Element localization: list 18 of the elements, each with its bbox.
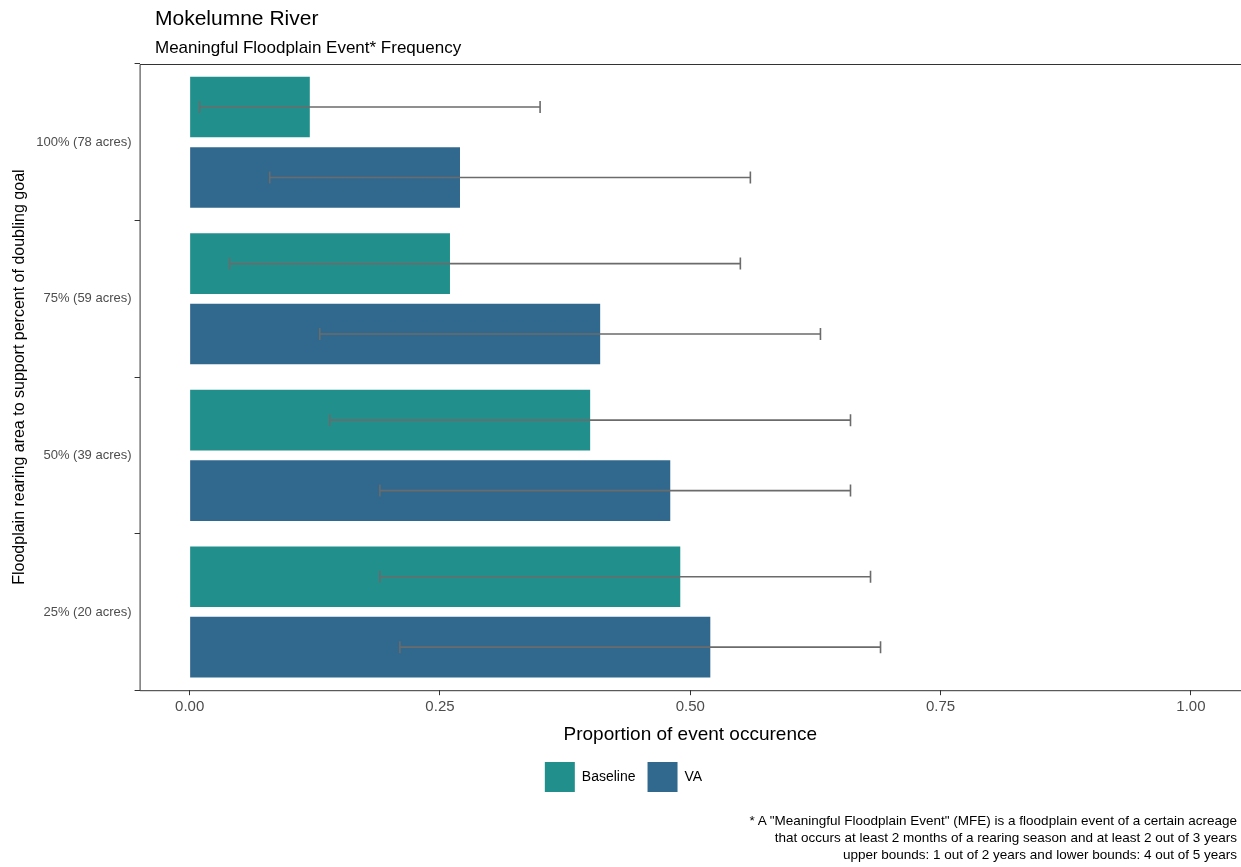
text: that occurs at least 2 months of a rearing season and at least 2 out of 3 years (773, 829, 1237, 846)
y-axis-title: Floodplain rearing area to support percent of doubling goal (10, 169, 28, 585)
y-tick-label: 100% (78 acres) (36, 133, 132, 149)
y-tick-label: 75% (59 acres) (43, 290, 132, 306)
x-tick-label: 0.50 (675, 697, 705, 715)
chart-title: Mokelumne River (155, 6, 319, 30)
x-tick-label: 0.25 (425, 697, 455, 715)
x-tick-label: 0.00 (175, 697, 205, 715)
legend-label: Baseline (581, 767, 636, 784)
x-tick-label: 1.00 (1176, 697, 1206, 715)
y-tick-label: 50% (39 acres) (43, 446, 132, 462)
y-tick-label: 25% (20 acres) (43, 603, 132, 619)
x-axis-title: Proportion of event occurence (563, 722, 818, 744)
text: * A "Meaningful Floodplain Event" (MFE) is a floodplain event of a certain acreage (749, 812, 1237, 829)
legend-label: VA (684, 767, 703, 784)
text: upper bounds: 1 out of 2 years and lower bounds: 4 out of 5 years (842, 846, 1237, 863)
chart-subtitle: Meaningful Floodplain Event* Frequency (155, 38, 462, 58)
x-tick-label: 0.75 (926, 697, 956, 715)
